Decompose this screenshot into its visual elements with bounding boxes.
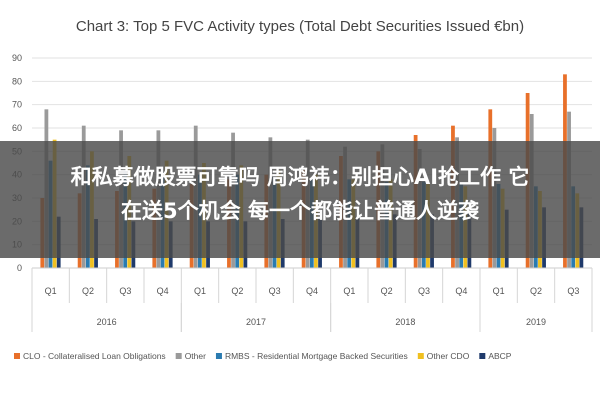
legend-entry: RMBS - Residential Mortgage Backed Secur…: [225, 351, 408, 361]
legend-swatch: [417, 353, 424, 359]
legend-entry: ABCP: [488, 351, 511, 361]
legend-entry: Other CDO: [427, 351, 470, 361]
x-tick-label: Q1: [194, 286, 206, 296]
y-tick-label: 90: [12, 53, 22, 63]
legend-swatch: [215, 353, 222, 359]
x-tick-label: Q2: [530, 286, 542, 296]
y-tick-label: 80: [12, 76, 22, 86]
banner-line-2: 在送5个机会 每一个都能让普通人逆袭: [121, 199, 479, 223]
x-tick-label: Q2: [381, 286, 393, 296]
legend-entry: CLO - Collateralised Loan Obligations: [23, 351, 166, 361]
x-tick-label: Q3: [418, 286, 430, 296]
legend-swatch: [175, 353, 182, 359]
y-tick-label: 60: [12, 123, 22, 133]
x-group-label: 2017: [246, 317, 266, 327]
x-axis: Q1 Q2 Q3 Q4 Q1 Q2 Q3 Q4 Q1 Q2 Q3 Q4 Q1 Q2 Q3 2016 2017 20…: [31, 267, 593, 332]
legend: CLO - Collateralised Loan Obligations Oth…: [14, 351, 512, 361]
x-tick-label: Q1: [493, 286, 505, 296]
x-tick-label: Q1: [45, 286, 57, 296]
x-tick-label: Q3: [567, 286, 579, 296]
y-tick-label: 0: [17, 263, 22, 273]
y-tick-label: 70: [12, 100, 22, 110]
x-group-label: 2016: [97, 317, 117, 327]
x-tick-label: Q4: [455, 286, 467, 296]
banner-line-1: 和私募做股票可靠吗 周鸿祎：别担心AI抢工作 它: [70, 165, 530, 189]
x-group-label: 2018: [395, 317, 415, 327]
legend-swatch: [14, 353, 20, 359]
legend-entry: Other: [185, 351, 206, 361]
legend-swatch: [479, 353, 486, 359]
banner-text[interactable]: 和私募做股票可靠吗 周鸿祎：别担心AI抢工作 它 在送5个机会 每一个都能让普通…: [0, 160, 600, 228]
x-tick-label: Q1: [343, 286, 355, 296]
x-tick-label: Q4: [157, 286, 169, 296]
x-tick-label: Q2: [82, 286, 94, 296]
banner-overlay: [0, 141, 600, 258]
x-tick-label: Q3: [119, 286, 131, 296]
x-tick-label: Q4: [306, 286, 318, 296]
x-group-label: 2019: [526, 317, 546, 327]
x-tick-label: Q2: [231, 286, 243, 296]
x-tick-label: Q3: [269, 286, 281, 296]
chart-title: Chart 3: Top 5 FVC Activity types (Total…: [76, 18, 524, 35]
